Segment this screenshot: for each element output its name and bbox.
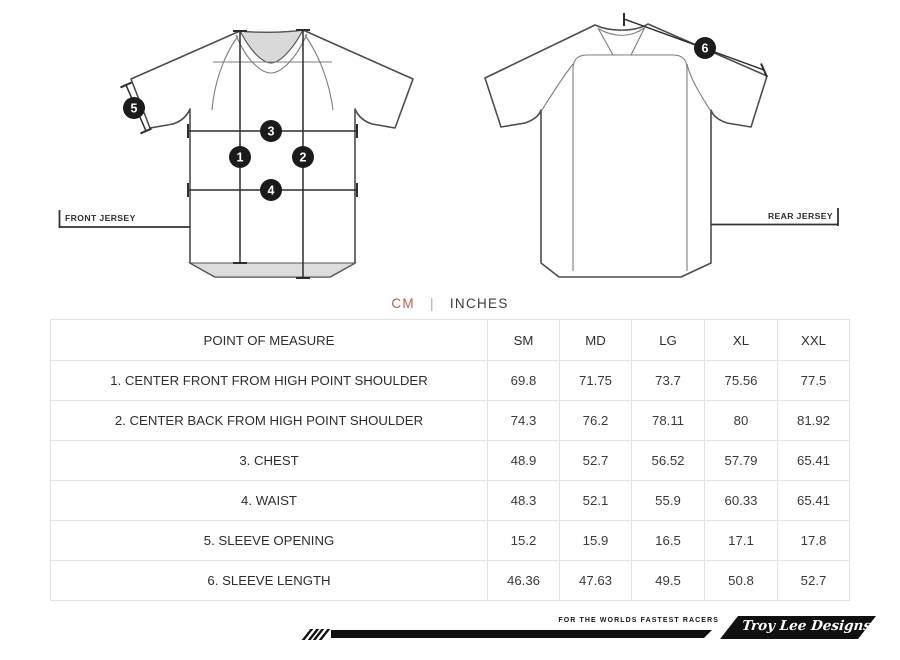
front-jersey-outline: [130, 29, 414, 278]
rear-raglan-left: [541, 63, 574, 111]
measure-value: 47.63: [559, 560, 632, 601]
measure-value: 65.41: [777, 480, 850, 521]
measure-value: 52.7: [559, 440, 632, 481]
front-jersey-collar: [239, 29, 304, 64]
measure-value: 15.9: [559, 520, 632, 561]
jersey-measurement-diagram: 1 2 3 4 5 FRONT JERSEY: [58, 13, 839, 279]
measure-label: 3. CHEST: [50, 440, 488, 481]
svg-text:6: 6: [702, 42, 709, 56]
measure-value: 75.56: [704, 360, 778, 401]
brand-name: Troy Lee Designs: [741, 618, 872, 634]
measure-value: 69.8: [487, 360, 560, 401]
units-cm-toggle[interactable]: CM: [391, 296, 415, 311]
front-armhole-right: [304, 34, 334, 111]
measure-label: 2. CENTER BACK FROM HIGH POINT SHOULDER: [50, 400, 488, 441]
measure-value: 48.3: [487, 480, 560, 521]
marker-4: 4: [260, 179, 282, 201]
measure-label: 1. CENTER FRONT FROM HIGH POINT SHOULDER: [50, 360, 488, 401]
rear-jersey-callout: REAR JERSEY: [711, 208, 839, 226]
marker-3: 3: [260, 120, 282, 142]
measure-value: 71.75: [559, 360, 632, 401]
measure-value: 74.3: [487, 400, 560, 441]
measure-value: 73.7: [631, 360, 705, 401]
measure-value: 52.7: [777, 560, 850, 601]
measure-label: 6. SLEEVE LENGTH: [50, 560, 488, 601]
front-jersey-hem: [187, 262, 358, 278]
front-jersey-drawing: 1 2 3 4 5 FRONT JERSEY: [58, 29, 414, 279]
marker-2: 2: [292, 146, 314, 168]
table-header-row: POINT OF MEASURE SM MD LG XL XXL: [50, 319, 850, 361]
measure-value: 17.8: [777, 520, 850, 561]
table-row: 3. CHEST 48.9 52.7 56.52 57.79 65.41: [50, 440, 850, 481]
troy-lee-designs-logo: Troy Lee Designs®: [741, 618, 876, 634]
rear-yoke-right: [630, 26, 646, 56]
table-row: 6. SLEEVE LENGTH 46.36 47.63 49.5 50.8 5…: [50, 560, 850, 601]
measure-value: 52.1: [559, 480, 632, 521]
rear-yoke-left: [597, 27, 614, 56]
table-row: 4. WAIST 48.3 52.1 55.9 60.33 65.41: [50, 480, 850, 521]
measure-value: 78.11: [631, 400, 705, 441]
units-toggle: CM | INCHES: [0, 296, 900, 311]
measure-value: 49.5: [631, 560, 705, 601]
measure-value: 17.1: [704, 520, 778, 561]
marker-1: 1: [229, 146, 251, 168]
rear-back-panel: [572, 54, 688, 271]
measure-value: 50.8: [704, 560, 778, 601]
front-jersey-label: FRONT JERSEY: [65, 213, 136, 223]
col-header-xxl: XXL: [777, 319, 850, 361]
front-armhole-left: [211, 35, 239, 111]
measure-value: 15.2: [487, 520, 560, 561]
rear-collar-trim: [598, 27, 645, 36]
front-jersey-callout: FRONT JERSEY: [58, 210, 190, 228]
measure-value: 56.52: [631, 440, 705, 481]
measure-value: 55.9: [631, 480, 705, 521]
col-header-sm: SM: [487, 319, 560, 361]
measure-value: 77.5: [777, 360, 850, 401]
measure-value: 46.36: [487, 560, 560, 601]
rear-jersey-label: REAR JERSEY: [768, 211, 833, 221]
measure-line-6-sleeve-length: [623, 13, 768, 78]
measure-value: 57.79: [704, 440, 778, 481]
rear-jersey-outline: [484, 23, 768, 278]
measure-value: 48.9: [487, 440, 560, 481]
measure-value: 81.92: [777, 400, 850, 441]
table-row: 1. CENTER FRONT FROM HIGH POINT SHOULDER…: [50, 360, 850, 401]
col-header-lg: LG: [631, 319, 705, 361]
table-row: 2. CENTER BACK FROM HIGH POINT SHOULDER …: [50, 400, 850, 441]
measure-value: 16.5: [631, 520, 705, 561]
footer-stripe: [331, 630, 712, 638]
svg-text:2: 2: [300, 151, 307, 165]
measure-value: 65.41: [777, 440, 850, 481]
footer-tagline: FOR THE WORLDS FASTEST RACERS: [558, 617, 719, 624]
rear-jersey-drawing: 6 REAR JERSEY: [484, 13, 839, 278]
size-table: POINT OF MEASURE SM MD LG XL XXL 1. CENT…: [50, 319, 850, 601]
units-inches-toggle[interactable]: INCHES: [449, 296, 509, 311]
units-divider: |: [429, 296, 435, 311]
col-header-md: MD: [559, 319, 632, 361]
col-header-point-of-measure: POINT OF MEASURE: [50, 319, 488, 361]
svg-text:5: 5: [131, 102, 138, 116]
measure-value: 80: [704, 400, 778, 441]
table-row: 5. SLEEVE OPENING 15.2 15.9 16.5 17.1 17…: [50, 520, 850, 561]
measure-value: 60.33: [704, 480, 778, 521]
svg-text:3: 3: [268, 125, 275, 139]
svg-text:4: 4: [268, 184, 275, 198]
rear-raglan-right: [686, 63, 711, 111]
measure-label: 5. SLEEVE OPENING: [50, 520, 488, 561]
measure-label: 4. WAIST: [50, 480, 488, 521]
marker-6: 6: [694, 37, 716, 59]
marker-5: 5: [123, 97, 145, 119]
col-header-xl: XL: [704, 319, 778, 361]
registered-mark: ®: [870, 626, 877, 632]
front-collar-trim: [235, 33, 308, 74]
measure-value: 76.2: [559, 400, 632, 441]
svg-text:1: 1: [237, 151, 244, 165]
